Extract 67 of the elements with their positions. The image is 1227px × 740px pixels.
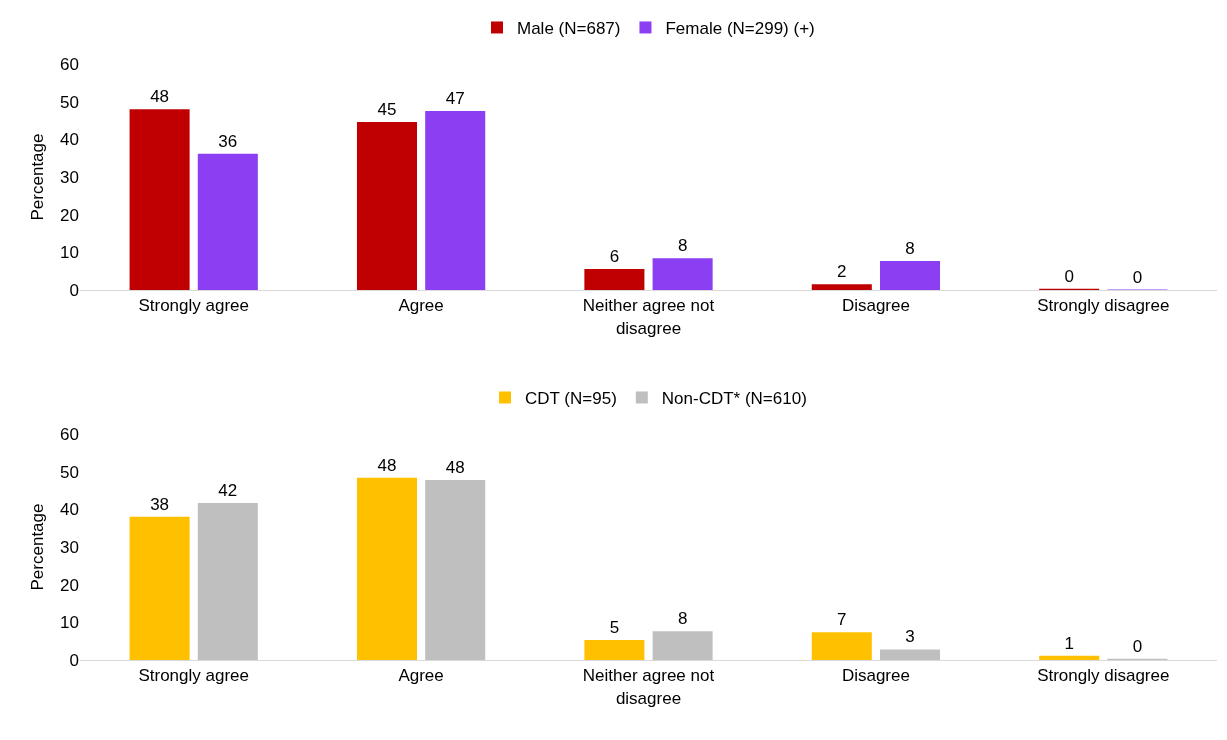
y-tick-label: 40 — [60, 130, 79, 150]
y-axis-title: Percentage — [27, 503, 47, 591]
bar — [584, 268, 645, 290]
bar — [1039, 655, 1100, 660]
data-label: 42 — [218, 480, 238, 500]
data-label: 8 — [905, 239, 915, 258]
bar — [356, 122, 418, 290]
data-label: 0 — [1132, 267, 1143, 287]
data-label: 7 — [837, 610, 847, 630]
legend-label: Male (N=687) — [517, 19, 621, 39]
bar — [425, 479, 486, 660]
data-label: 38 — [150, 494, 170, 514]
bar — [425, 111, 486, 290]
y-tick-label: 10 — [60, 613, 79, 633]
x-tick-label: Strongly disagree — [1037, 296, 1170, 316]
x-tick-label: Disagree — [841, 666, 910, 686]
y-tick-label: 20 — [60, 205, 79, 225]
y-tick-label: 50 — [60, 462, 79, 482]
bar — [356, 477, 418, 660]
bar — [129, 516, 190, 660]
x-tick-label: Agree — [398, 296, 444, 316]
y-axis-title: Percentage — [27, 133, 47, 221]
data-label: 8 — [677, 609, 688, 629]
x-tick-label: Strongly agree — [138, 296, 249, 316]
y-tick-label: 0 — [69, 650, 79, 670]
y-tick-label: 30 — [60, 537, 79, 557]
y-tick-label: 20 — [60, 575, 79, 595]
data-label: 36 — [218, 131, 238, 151]
x-tick-label: Neither agree not disagree — [582, 296, 715, 338]
data-label: 8 — [677, 236, 688, 256]
bar — [811, 284, 872, 290]
data-label: 48 — [377, 455, 397, 475]
data-label: 3 — [905, 627, 915, 647]
y-tick-label: 60 — [60, 54, 79, 74]
x-tick-label: Strongly agree — [138, 666, 249, 686]
data-label: 2 — [837, 262, 847, 282]
data-label: 0 — [1064, 266, 1074, 286]
data-label: 45 — [377, 100, 397, 120]
data-label: 1 — [1064, 633, 1074, 653]
legend-label: CDT (N=95) — [525, 389, 617, 409]
bar — [811, 632, 872, 660]
bar — [197, 153, 258, 290]
x-tick-label: Strongly disagree — [1037, 666, 1170, 686]
data-label: 6 — [609, 246, 620, 266]
y-tick-label: 0 — [69, 280, 79, 300]
y-tick-label: 60 — [60, 424, 79, 444]
y-tick-label: 50 — [60, 92, 79, 112]
bar — [652, 631, 713, 660]
data-label: 5 — [609, 618, 620, 638]
x-tick-label: Disagree — [841, 296, 910, 316]
bar — [129, 109, 190, 290]
bar — [879, 649, 941, 660]
x-tick-label: Agree — [398, 666, 444, 686]
data-label: 48 — [150, 87, 170, 107]
y-tick-label: 40 — [60, 500, 79, 520]
data-label: 47 — [445, 89, 465, 109]
bar — [197, 502, 258, 660]
legend-label: Female (N=299) (+) — [665, 19, 815, 39]
y-tick-label: 30 — [60, 167, 79, 187]
bar — [584, 640, 645, 660]
y-tick-label: 10 — [60, 243, 79, 263]
bar — [652, 258, 713, 290]
data-label: 48 — [445, 457, 465, 477]
data-label: 0 — [1132, 636, 1143, 656]
x-tick-label: Neither agree not disagree — [582, 666, 715, 708]
legend-label: Non-CDT* (N=610) — [661, 389, 807, 409]
bar — [879, 261, 941, 290]
